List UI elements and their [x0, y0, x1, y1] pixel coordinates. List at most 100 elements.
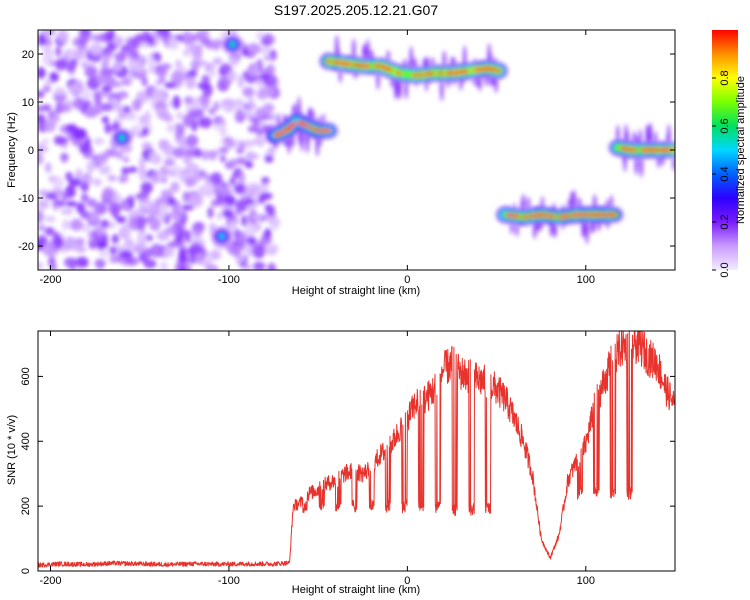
- noise-speckle: [154, 197, 169, 204]
- noise-speckle: [225, 195, 236, 206]
- noise-speckle: [58, 30, 69, 44]
- track-peak: [290, 121, 297, 126]
- noise-speckle: [69, 218, 84, 231]
- noise-speckle: [141, 142, 152, 150]
- noise-speckle: [88, 209, 100, 224]
- noise-speckle: [213, 101, 220, 111]
- noise-speckle: [93, 178, 102, 187]
- noise-speckle: [220, 98, 235, 106]
- noise-speckle: [109, 80, 123, 88]
- noise-speckle: [109, 254, 121, 264]
- track-peak: [395, 71, 402, 76]
- noise-speckle: [250, 213, 264, 220]
- noise-speckle: [242, 86, 255, 98]
- noise-speckle: [38, 199, 50, 210]
- noise-speckle: [177, 123, 185, 138]
- noise-speckle: [264, 155, 274, 163]
- noise-speckle: [181, 204, 195, 211]
- noise-speckle: [126, 37, 140, 51]
- noise-speckle: [80, 210, 90, 219]
- spectrogram-y-tick-label: -10: [18, 193, 34, 205]
- noise-speckle: [93, 101, 105, 115]
- noise-speckle: [246, 43, 261, 55]
- noise-speckle: [65, 171, 73, 182]
- noise-speckle: [182, 191, 190, 203]
- noise-speckle: [148, 65, 156, 74]
- track-peak: [333, 60, 340, 65]
- noise-speckle: [270, 219, 280, 231]
- noise-speckle: [118, 174, 129, 183]
- snr-series-line: [38, 331, 675, 568]
- noise-speckle: [83, 108, 98, 118]
- noise-speckle: [264, 203, 272, 213]
- noise-speckle: [189, 242, 203, 254]
- noise-speckle: [150, 172, 161, 185]
- spectrogram-x-tick-label: 100: [577, 274, 595, 286]
- spectrogram-x-tick-label: -100: [218, 274, 240, 286]
- noise-speckle: [139, 156, 146, 168]
- noise-speckle: [44, 215, 56, 223]
- noise-speckle: [104, 122, 112, 134]
- noise-speckle: [207, 206, 214, 219]
- spectrogram-x-tick-label: 0: [404, 274, 410, 286]
- noise-speckle: [186, 134, 199, 147]
- noise-speckle: [163, 144, 176, 157]
- noise-speckle: [53, 87, 66, 96]
- noise-speckle: [234, 183, 246, 195]
- noise-speckle: [61, 219, 70, 231]
- track-peak: [375, 64, 382, 68]
- noise-speckle: [140, 181, 153, 194]
- noise-speckle: [193, 221, 205, 232]
- noise-speckle: [141, 126, 150, 136]
- noise-speckle: [156, 30, 170, 37]
- noise-speckle: [183, 96, 194, 105]
- noise-speckle: [76, 202, 86, 214]
- noise-speckle: [181, 31, 194, 45]
- noise-speckle: [163, 246, 175, 259]
- noise-speckle: [126, 241, 136, 252]
- noise-speckle: [170, 181, 180, 193]
- noise-speckle: [43, 119, 57, 132]
- noise-speckle: [208, 107, 216, 116]
- noise-speckle: [111, 234, 120, 245]
- noise-speckle: [232, 99, 245, 109]
- noise-speckle: [114, 51, 127, 63]
- noise-speckle: [195, 252, 205, 265]
- noise-speckle: [158, 139, 166, 149]
- noise-speckle: [190, 193, 204, 208]
- noise-speckle: [263, 79, 276, 87]
- track-peak: [437, 71, 444, 76]
- noise-speckle: [125, 112, 138, 121]
- noise-speckle: [49, 263, 57, 270]
- track-smear: [553, 223, 558, 238]
- noise-speckle: [38, 152, 44, 166]
- noise-speckle: [38, 105, 46, 112]
- noise-speckle: [213, 41, 220, 52]
- noise-speckle: [97, 152, 109, 163]
- noise-speckle: [243, 139, 256, 148]
- snr-plot-area: [38, 331, 675, 571]
- spectrogram-data: [38, 30, 675, 270]
- noise-speckle: [172, 95, 181, 110]
- noise-speckle: [144, 35, 155, 44]
- noise-speckle: [80, 61, 90, 69]
- noise-speckle: [264, 228, 272, 239]
- noise-speckle: [238, 230, 246, 241]
- noise-speckle: [191, 32, 203, 41]
- noise-speckle: [231, 172, 240, 179]
- track-peak: [412, 73, 418, 78]
- noise-speckle: [131, 98, 142, 112]
- noise-speckle: [93, 137, 105, 145]
- noise-speckle: [101, 116, 110, 124]
- track-peak: [364, 64, 371, 68]
- noise-speckle: [210, 249, 222, 261]
- noise-speckle: [113, 35, 124, 48]
- noise-speckle: [38, 224, 46, 232]
- noise-speckle: [68, 83, 76, 95]
- noise-speckle: [244, 160, 254, 169]
- noise-speckle: [178, 265, 187, 270]
- noise-speckle: [86, 198, 98, 208]
- figure-title: S197.2025.205.12.21.G07: [274, 2, 438, 18]
- noise-speckle: [232, 244, 242, 257]
